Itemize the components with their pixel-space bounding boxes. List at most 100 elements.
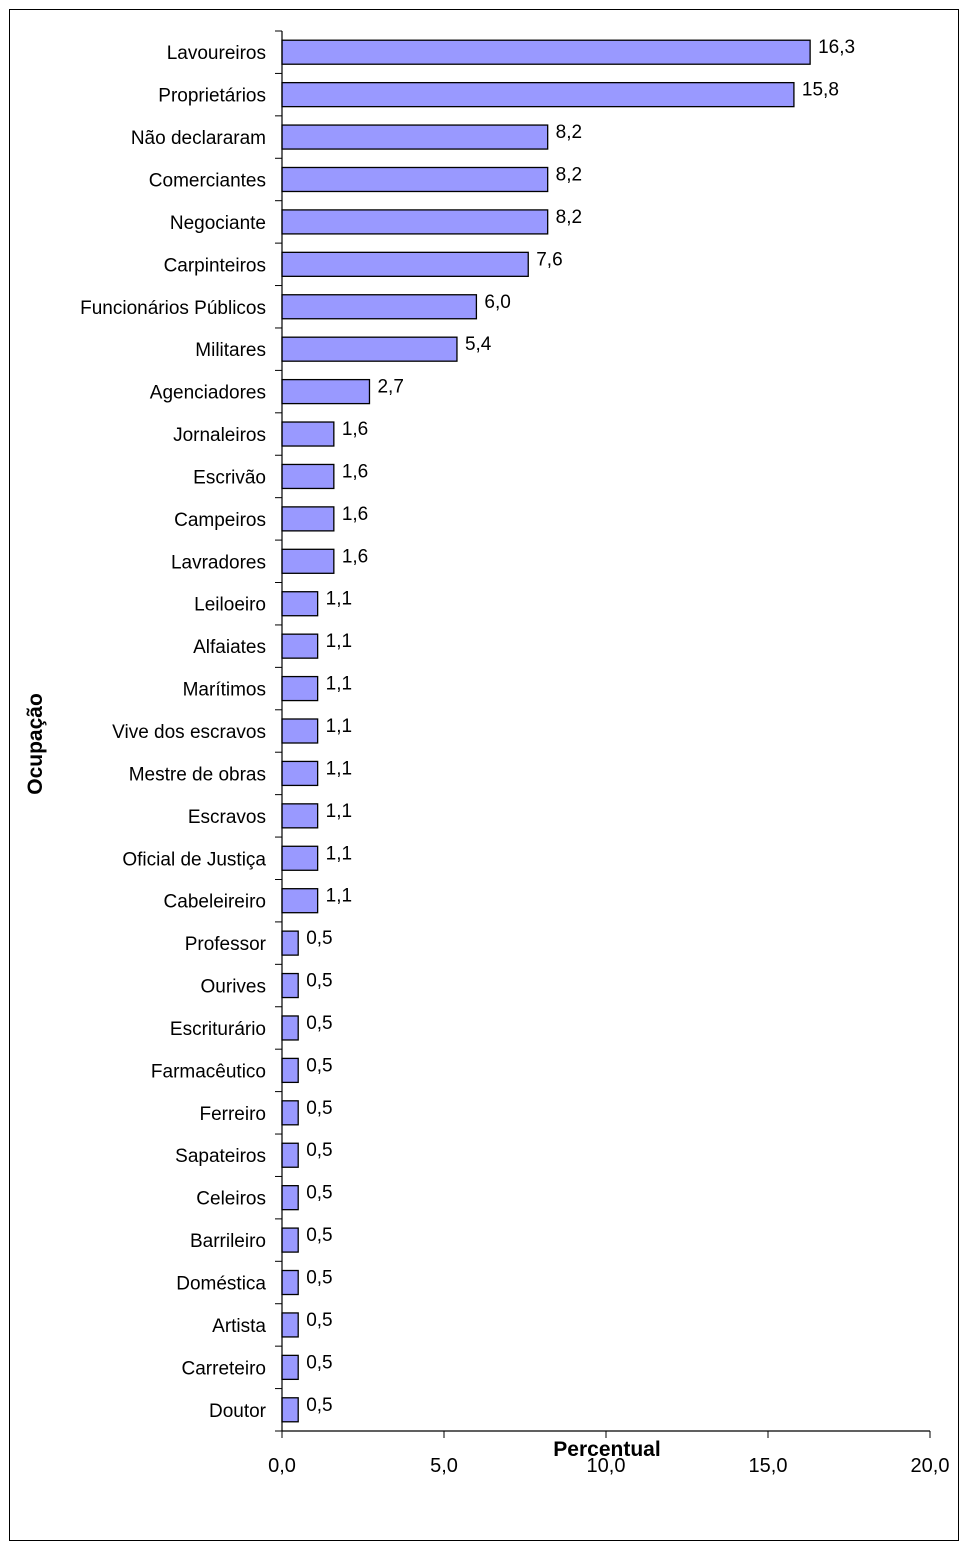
category-label-maritimos: Marítimos xyxy=(183,680,266,701)
chart-frame: Lavoureiros 16,3 Proprietários 15,8 Não decl… xyxy=(9,9,959,1541)
x-tick-label: 15,0 xyxy=(749,1455,788,1477)
bar-carreteiro xyxy=(281,1354,299,1381)
x-axis-title: Percentual xyxy=(553,1438,660,1461)
value-label-militares: 5,4 xyxy=(465,334,492,355)
category-label-mestre-de-obras: Mestre de obras xyxy=(129,764,266,785)
bar-lavoureiros xyxy=(281,39,811,65)
category-label-carreteiro: Carreteiro xyxy=(182,1358,266,1379)
value-label-maritimos: 1,1 xyxy=(326,674,352,695)
bar-carpinteiros xyxy=(281,251,529,277)
bar-escravos xyxy=(281,803,319,829)
bar-ferreiro xyxy=(281,1100,299,1126)
value-label-negociante: 8,2 xyxy=(556,207,582,228)
bar-escrivao xyxy=(281,463,335,490)
category-label-farmaceutico: Farmacêutico xyxy=(151,1061,266,1082)
bars-layer xyxy=(281,39,811,1423)
value-label-escriturario: 0,5 xyxy=(306,1013,332,1034)
value-label-campeiros: 1,6 xyxy=(342,504,368,525)
category-label-cabeleireiro: Cabeleireiro xyxy=(164,892,266,913)
value-label-alfaiates: 1,1 xyxy=(326,631,352,652)
value-label-carreteiro: 0,5 xyxy=(306,1352,332,1373)
value-label-artista: 0,5 xyxy=(306,1310,332,1331)
x-tick-label: 0,0 xyxy=(268,1455,296,1477)
value-label-domestica: 0,5 xyxy=(306,1268,332,1289)
x-tick-label: 10,0 xyxy=(587,1455,626,1477)
labels-layer: Lavoureiros 16,3 Proprietários 15,8 Não decl… xyxy=(80,37,949,1477)
category-label-professor: Professor xyxy=(185,934,267,955)
value-label-barrileiro: 0,5 xyxy=(306,1225,332,1246)
category-label-jornaleiros: Jornaleiros xyxy=(173,425,266,446)
category-label-leiloeiro: Leiloeiro xyxy=(194,595,266,616)
category-label-negociante: Negociante xyxy=(170,213,266,234)
value-label-oficial-de-justica: 1,1 xyxy=(326,843,352,864)
category-label-lavoureiros: Lavoureiros xyxy=(167,43,266,64)
value-label-escravos: 1,1 xyxy=(326,801,352,822)
bar-alfaiates xyxy=(281,633,319,659)
bar-artista xyxy=(281,1312,299,1338)
bar-agenciadores xyxy=(281,378,371,405)
bar-lavradores xyxy=(281,548,335,574)
y-axis-title: Ocupação xyxy=(24,693,47,795)
bar-maritimos xyxy=(281,675,319,702)
value-label-lavoureiros: 16,3 xyxy=(818,37,855,58)
value-label-celeiros: 0,5 xyxy=(306,1183,332,1204)
category-label-domestica: Doméstica xyxy=(176,1274,266,1295)
bar-militares xyxy=(281,336,458,362)
bar-chart: Lavoureiros 16,3 Proprietários 15,8 Não decl… xyxy=(24,30,949,1477)
value-label-mestre-de-obras: 1,1 xyxy=(326,758,352,779)
bar-funcionarios-publicos xyxy=(281,294,478,320)
category-label-proprietarios: Proprietários xyxy=(158,86,266,107)
axes-layer xyxy=(275,30,931,1438)
value-label-cabeleireiro: 1,1 xyxy=(326,886,352,907)
value-label-comerciantes: 8,2 xyxy=(556,164,582,185)
bar-ourives xyxy=(281,972,299,999)
bar-jornaleiros xyxy=(281,421,335,447)
value-label-agenciadores: 2,7 xyxy=(377,377,403,398)
category-label-militares: Militares xyxy=(195,340,266,361)
category-label-escriturario: Escriturário xyxy=(170,1019,266,1040)
bar-mestre-de-obras xyxy=(281,760,319,787)
value-label-farmaceutico: 0,5 xyxy=(306,1055,332,1076)
value-label-vive-dos-escravos: 1,1 xyxy=(326,716,352,737)
category-label-carpinteiros: Carpinteiros xyxy=(164,255,266,276)
category-label-agenciadores: Agenciadores xyxy=(150,383,266,404)
bar-nao-declararam xyxy=(281,124,549,150)
value-label-funcionarios-publicos: 6,0 xyxy=(484,292,510,313)
category-label-artista: Artista xyxy=(212,1316,266,1337)
bar-celeiros xyxy=(281,1185,299,1211)
category-label-ourives: Ourives xyxy=(201,977,266,998)
bar-proprietarios xyxy=(281,81,795,108)
category-label-escravos: Escravos xyxy=(188,807,266,828)
bar-escriturario xyxy=(281,1015,299,1041)
value-label-proprietarios: 15,8 xyxy=(802,80,839,101)
bar-cabeleireiro xyxy=(281,888,319,914)
bar-vive-dos-escravos xyxy=(281,718,319,744)
value-label-leiloeiro: 1,1 xyxy=(326,589,352,610)
bar-doutor xyxy=(281,1397,299,1423)
value-label-doutor: 0,5 xyxy=(306,1395,332,1416)
bar-oficial-de-justica xyxy=(281,845,319,871)
category-label-barrileiro: Barrileiro xyxy=(190,1231,266,1252)
category-label-nao-declararam: Não declararam xyxy=(131,128,266,149)
category-label-celeiros: Celeiros xyxy=(196,1189,266,1210)
value-label-jornaleiros: 1,6 xyxy=(342,419,368,440)
x-tick-label: 5,0 xyxy=(430,1455,458,1477)
value-label-carpinteiros: 7,6 xyxy=(536,249,562,270)
category-label-comerciantes: Comerciantes xyxy=(149,170,266,191)
bar-comerciantes xyxy=(281,166,549,193)
value-label-ourives: 0,5 xyxy=(306,971,332,992)
category-label-lavradores: Lavradores xyxy=(171,552,266,573)
value-label-nao-declararam: 8,2 xyxy=(556,122,582,143)
category-label-sapateiros: Sapateiros xyxy=(175,1146,266,1167)
bar-farmaceutico xyxy=(281,1057,299,1084)
category-label-oficial-de-justica: Oficial de Justiça xyxy=(122,849,266,870)
category-label-doutor: Doutor xyxy=(209,1401,267,1422)
value-label-professor: 0,5 xyxy=(306,928,332,949)
category-label-ferreiro: Ferreiro xyxy=(199,1104,266,1125)
bar-sapateiros xyxy=(281,1142,299,1168)
bar-campeiros xyxy=(281,506,335,532)
bar-barrileiro xyxy=(281,1227,299,1253)
category-label-vive-dos-escravos: Vive dos escravos xyxy=(112,722,266,743)
category-label-funcionarios-publicos: Funcionários Públicos xyxy=(80,298,266,319)
bar-negociante xyxy=(281,209,549,235)
